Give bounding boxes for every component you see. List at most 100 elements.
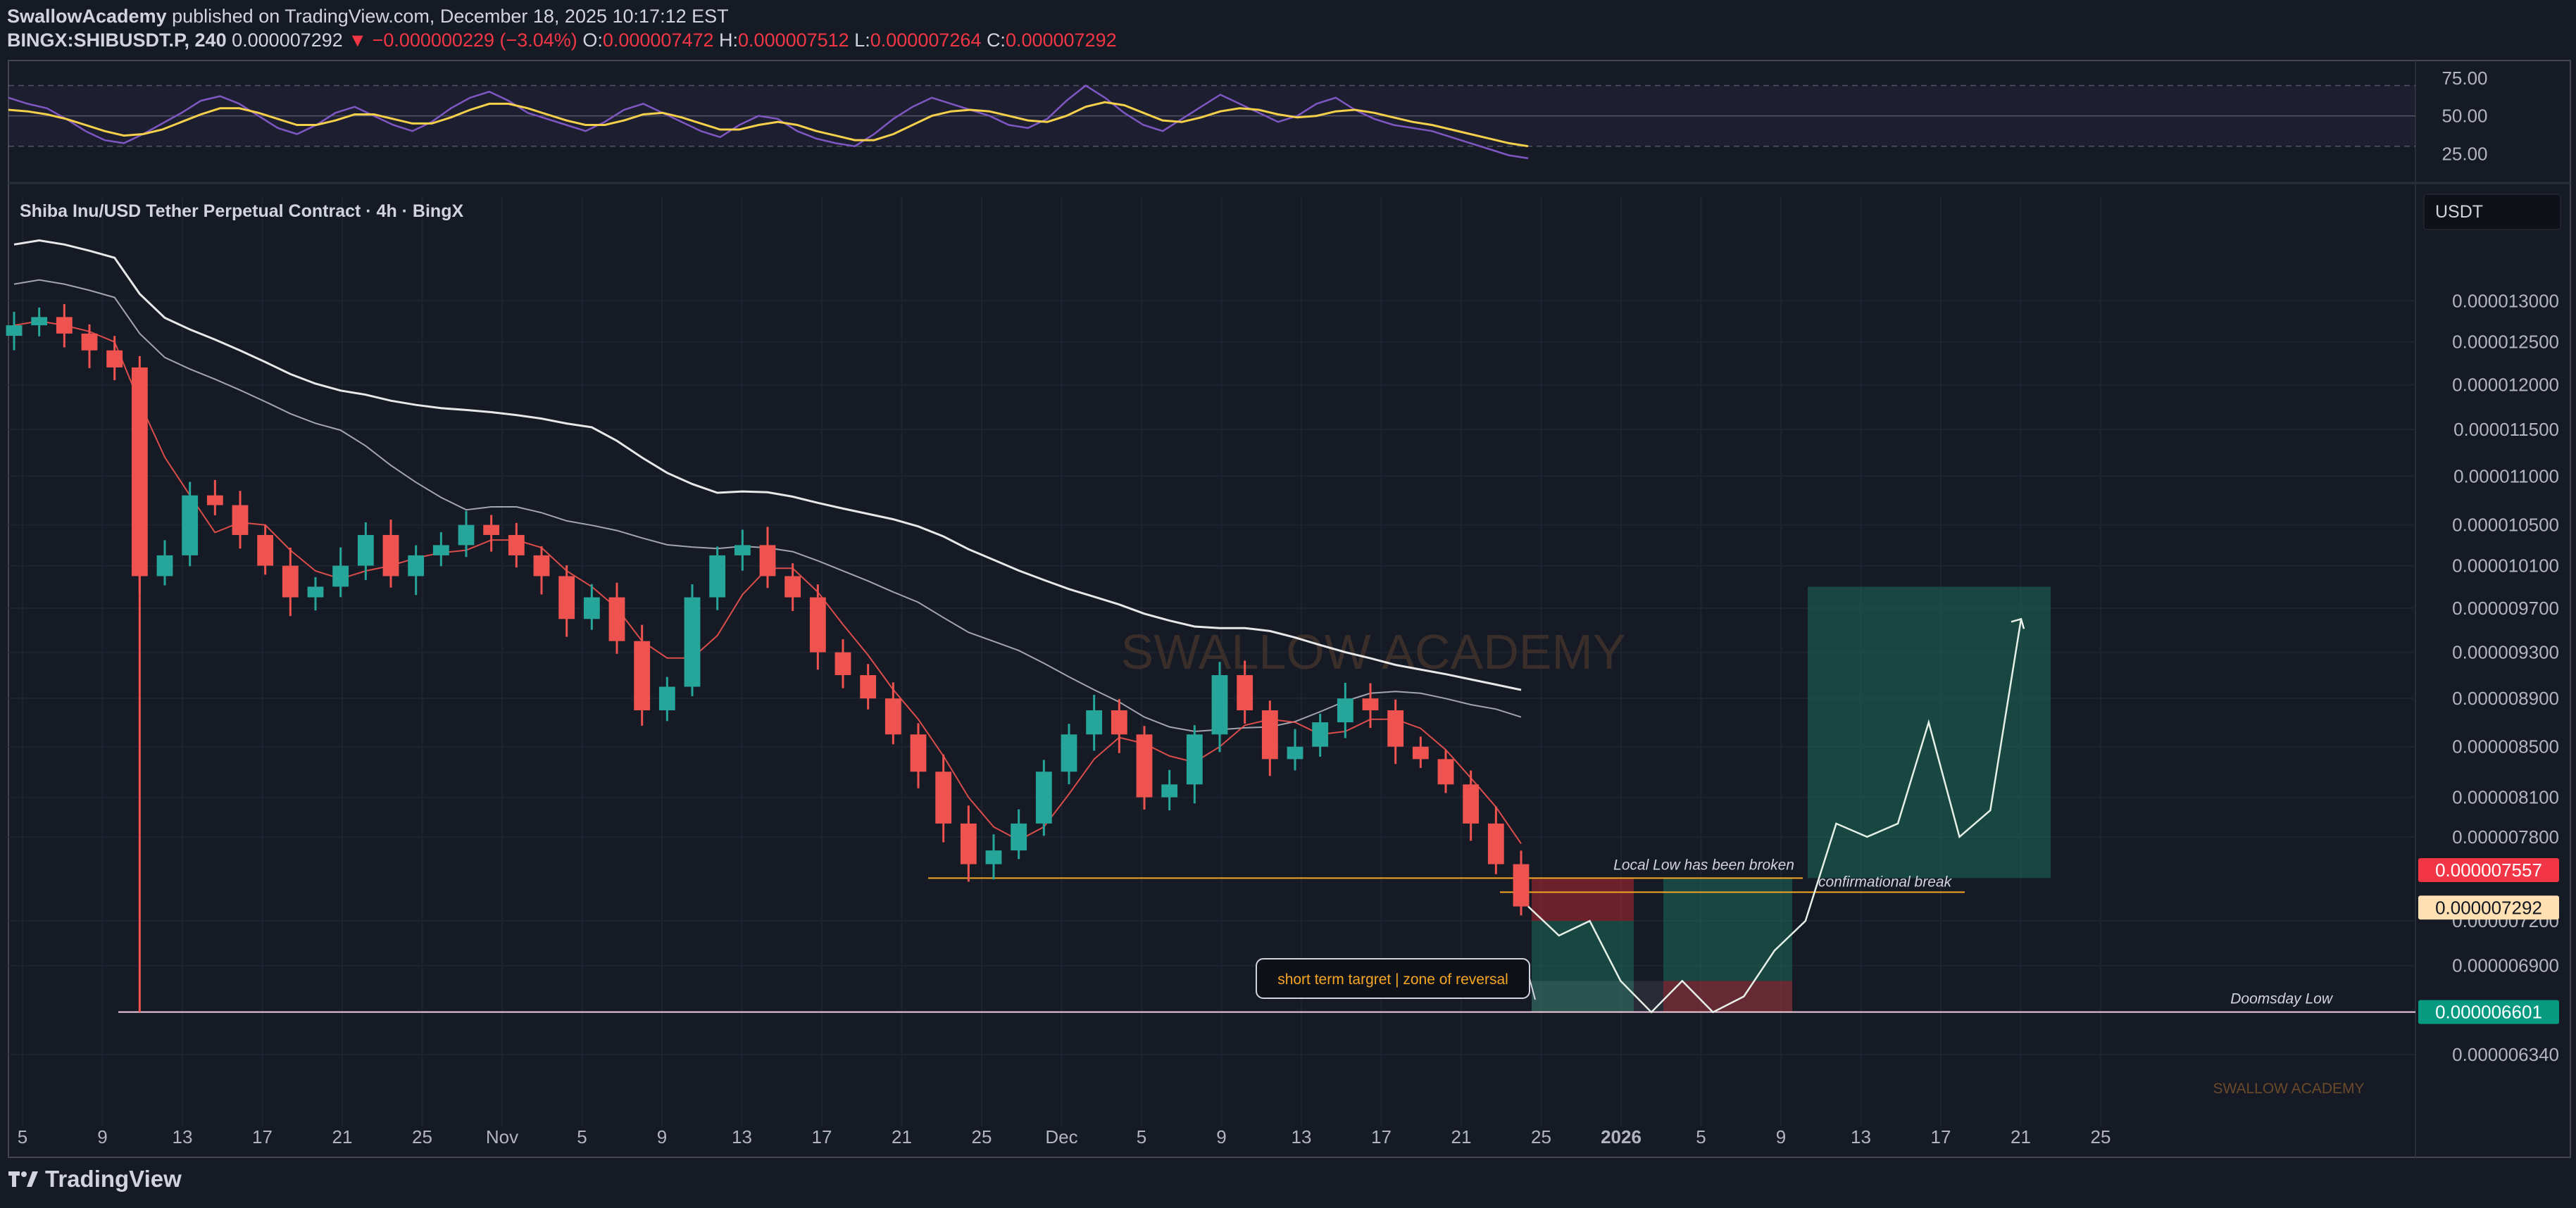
publish-line: SwallowAcademy published on TradingView.…	[7, 4, 1117, 28]
candle-body	[508, 534, 525, 555]
price-tick-label: 0.000008500	[2452, 736, 2559, 757]
candle-body	[634, 641, 651, 711]
watermark-small: SWALLOW ACADEMY	[2213, 1081, 2364, 1097]
time-tick-label: 9	[1216, 1126, 1226, 1147]
publisher-name[interactable]: SwallowAcademy	[7, 6, 167, 27]
time-tick-label: 9	[1776, 1126, 1786, 1147]
candle-body	[759, 545, 776, 577]
price-tick-label: 0.000008900	[2452, 688, 2559, 709]
level-lines: Local Low has been broken confirmational …	[118, 857, 2415, 1013]
time-tick-label: 5	[1696, 1126, 1706, 1147]
rsi-tick-label: 75.00	[2441, 68, 2487, 89]
candle-body	[156, 555, 173, 577]
time-tick-label: 5	[1137, 1126, 1146, 1147]
time-tick-label: 25	[1531, 1126, 1551, 1147]
time-tick-label: 25	[412, 1126, 432, 1147]
projection-line	[1527, 619, 2022, 1014]
candle-body	[784, 576, 801, 598]
time-tick-label: 17	[252, 1126, 273, 1147]
time-tick-label: 21	[1451, 1126, 1472, 1147]
time-tick-label: 9	[97, 1126, 107, 1147]
projection-path	[1527, 617, 2025, 1014]
time-tick-label: 13	[1851, 1126, 1871, 1147]
candle-body	[558, 576, 575, 619]
price-label-text: 0.000006601	[2435, 1002, 2542, 1023]
chart-frame	[8, 60, 2571, 1158]
stop-zone-2	[1663, 981, 1792, 1012]
candle-body	[458, 524, 475, 546]
candle-body	[1463, 784, 1480, 824]
candle-body	[1437, 759, 1454, 785]
symbol-interval: BINGX:SHIBUSDT.P, 240	[7, 30, 227, 51]
candle-body	[583, 597, 600, 619]
currency-button[interactable]	[2423, 194, 2561, 230]
candle-body	[1312, 722, 1329, 747]
price-tick-label: 0.000010500	[2452, 515, 2559, 536]
candle-body	[935, 772, 952, 824]
chart-header: SwallowAcademy published on TradingView.…	[7, 4, 1117, 52]
candle-body	[382, 534, 399, 577]
candle-body	[1211, 675, 1228, 735]
candle-body	[834, 652, 851, 676]
time-tick-label: Dec	[1045, 1126, 1077, 1147]
candle-body	[1035, 772, 1052, 824]
price-label-box	[2418, 858, 2559, 883]
candle-body	[282, 565, 299, 598]
candle-body	[1186, 734, 1203, 785]
candle-body	[1487, 823, 1504, 864]
candle-body	[357, 534, 374, 566]
candle-body	[860, 675, 877, 699]
price-tick-label: 0.000006900	[2452, 955, 2559, 976]
price-tick-label: 0.000010100	[2452, 555, 2559, 577]
low-label: L:	[854, 30, 870, 51]
rsi-tick-label: 25.00	[2441, 143, 2487, 164]
open-value: 0.000007472	[602, 30, 714, 51]
open-label: O:	[582, 30, 603, 51]
candle-body	[131, 367, 148, 577]
callout-pointer	[1529, 978, 1536, 1000]
candle-body	[206, 495, 223, 505]
rsi-line	[8, 84, 1529, 160]
last-price: 0.000007292	[232, 30, 343, 51]
target-zone-1	[1532, 921, 1634, 1012]
candle-body	[1287, 746, 1303, 760]
publish-info: published on TradingView.com, December 1…	[172, 6, 729, 27]
candle-body	[910, 734, 927, 772]
candle-body	[1362, 698, 1379, 711]
time-tick-label: 2026	[1601, 1126, 1642, 1147]
candle-body	[106, 350, 123, 367]
candle-body	[960, 823, 977, 864]
price-tick-label: 0.000011000	[2453, 465, 2559, 486]
down-arrow-icon: ▼	[348, 30, 368, 51]
tradingview-logo-icon	[8, 1171, 38, 1187]
candle-body	[6, 325, 23, 336]
time-tick-label: 13	[173, 1126, 193, 1147]
price-tick-label: 0.000006340	[2452, 1044, 2559, 1065]
confirmation-label: confirmational break	[1818, 874, 1953, 890]
time-tick-label: 13	[732, 1126, 752, 1147]
watermark: SWALLOW ACADEMY	[1121, 624, 1626, 679]
candle-body	[658, 686, 675, 711]
price-tick-label: 0.000011500	[2453, 419, 2559, 440]
reversal-zone	[1532, 981, 1792, 1012]
doomsday-label: Doomsday Low	[2230, 991, 2334, 1007]
candle-body	[1237, 675, 1253, 711]
time-tick-label: 25	[2091, 1126, 2111, 1147]
projection-arrow-icon	[2011, 617, 2025, 629]
time-axis: 5 9 13 17 21 25 Nov 5 9 13 17 21 25 Dec 5 9 13 17 21 25 2026…	[18, 1126, 2111, 1147]
time-tick-label: 21	[2011, 1126, 2031, 1147]
chart-title: Shiba Inu/USD Tether Perpetual Contract …	[20, 201, 463, 221]
candles	[6, 303, 1530, 1012]
candle-body	[809, 597, 826, 653]
candle-body	[31, 317, 48, 326]
candle-body	[56, 317, 73, 334]
local-low-label: Local Low has been broken	[1613, 857, 1794, 873]
candle-body	[1086, 710, 1103, 735]
time-tick-label: 21	[892, 1126, 912, 1147]
price-tick-label: 0.000013000	[2452, 290, 2559, 311]
candle-body	[307, 586, 324, 598]
candle-body	[1337, 698, 1353, 723]
high-value: 0.000007512	[738, 30, 849, 51]
close-value: 0.000007292	[1005, 30, 1117, 51]
